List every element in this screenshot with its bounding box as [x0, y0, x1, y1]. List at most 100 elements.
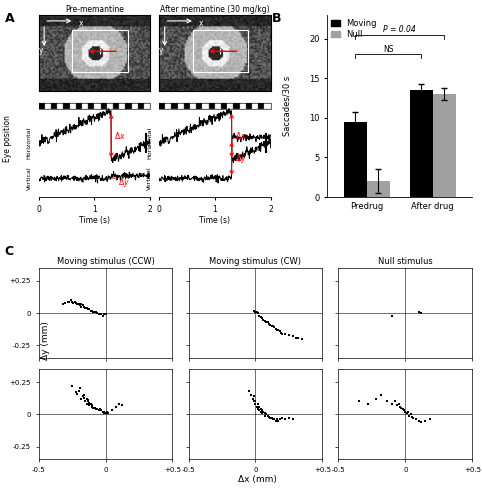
Point: [68, 382, 76, 390]
Point: [398, 404, 405, 412]
Text: $\Delta x$: $\Delta x$: [235, 130, 247, 141]
Point: [265, 413, 273, 421]
Bar: [94, 103, 101, 109]
Text: x: x: [79, 19, 83, 29]
Point: [261, 409, 268, 417]
Bar: [265, 103, 271, 109]
Point: [405, 412, 413, 419]
Point: [396, 403, 404, 411]
X-axis label: Time (s): Time (s): [200, 216, 230, 225]
Point: [87, 400, 94, 408]
Point: [257, 408, 265, 415]
Title: After memantine (30 mg/kg): After memantine (30 mg/kg): [160, 5, 270, 14]
Point: [88, 401, 96, 409]
Point: [252, 308, 259, 316]
Point: [383, 398, 390, 406]
Point: [426, 415, 433, 423]
Point: [408, 413, 416, 421]
Point: [269, 415, 277, 423]
Point: [261, 317, 268, 325]
Point: [264, 412, 271, 419]
Point: [372, 395, 380, 403]
Text: Vertical: Vertical: [147, 166, 152, 190]
Point: [71, 297, 79, 305]
Text: Δy (mm): Δy (mm): [41, 321, 50, 360]
Point: [103, 408, 111, 415]
Point: [78, 395, 85, 403]
Bar: [39, 103, 150, 109]
Point: [412, 415, 420, 423]
Point: [388, 312, 396, 320]
Text: y: y: [39, 46, 43, 55]
Point: [96, 311, 104, 319]
Point: [253, 403, 261, 411]
Point: [84, 396, 92, 404]
Point: [92, 405, 100, 413]
Point: [83, 304, 91, 312]
Point: [292, 334, 299, 342]
Point: [268, 414, 275, 422]
Point: [99, 408, 107, 415]
Point: [422, 417, 429, 425]
Point: [66, 297, 73, 305]
Point: [68, 297, 76, 305]
Point: [403, 409, 411, 417]
Point: [74, 390, 81, 398]
Point: [260, 316, 268, 324]
Text: x: x: [199, 19, 204, 29]
Point: [94, 309, 101, 317]
Point: [250, 307, 258, 315]
Title: Pre-memantine: Pre-memantine: [65, 5, 124, 14]
Bar: [258, 103, 265, 109]
Bar: [233, 103, 240, 109]
Point: [270, 324, 278, 331]
Point: [67, 296, 75, 304]
Text: B: B: [272, 12, 282, 25]
Point: [267, 321, 274, 329]
Point: [258, 314, 266, 322]
Title: Moving stimulus (CCW): Moving stimulus (CCW): [56, 257, 154, 266]
Point: [257, 313, 265, 321]
Bar: [209, 103, 215, 109]
Text: After memantine: After memantine: [481, 382, 482, 447]
Text: Pre-memantine: Pre-memantine: [481, 284, 482, 343]
Bar: [132, 103, 138, 109]
Point: [245, 387, 253, 395]
Bar: [107, 103, 113, 109]
Point: [249, 395, 256, 403]
Point: [86, 401, 94, 409]
Bar: [178, 103, 184, 109]
Bar: [101, 103, 107, 109]
Point: [388, 400, 396, 408]
Bar: [193, 30, 248, 72]
Bar: [76, 103, 82, 109]
Bar: [184, 103, 190, 109]
Point: [261, 412, 268, 419]
Text: $\Delta y$: $\Delta y$: [235, 152, 247, 165]
Point: [100, 409, 108, 417]
Point: [250, 398, 258, 406]
Point: [69, 299, 77, 307]
Point: [81, 304, 89, 312]
Text: Δx (mm): Δx (mm): [239, 475, 277, 484]
Point: [94, 405, 101, 413]
Point: [281, 330, 289, 338]
Bar: [125, 103, 132, 109]
Point: [76, 384, 84, 392]
Point: [289, 332, 297, 340]
Point: [59, 300, 67, 308]
Point: [254, 400, 262, 408]
Text: C: C: [5, 245, 14, 257]
Point: [272, 325, 280, 332]
Point: [407, 411, 415, 418]
Point: [75, 300, 82, 308]
Point: [72, 388, 80, 396]
Point: [253, 308, 261, 316]
Point: [248, 391, 255, 399]
Point: [272, 417, 280, 425]
Y-axis label: Saccades/30 s: Saccades/30 s: [282, 76, 291, 136]
Point: [269, 322, 277, 330]
Text: Vertical: Vertical: [27, 166, 32, 190]
Point: [252, 400, 259, 408]
Point: [265, 320, 273, 328]
